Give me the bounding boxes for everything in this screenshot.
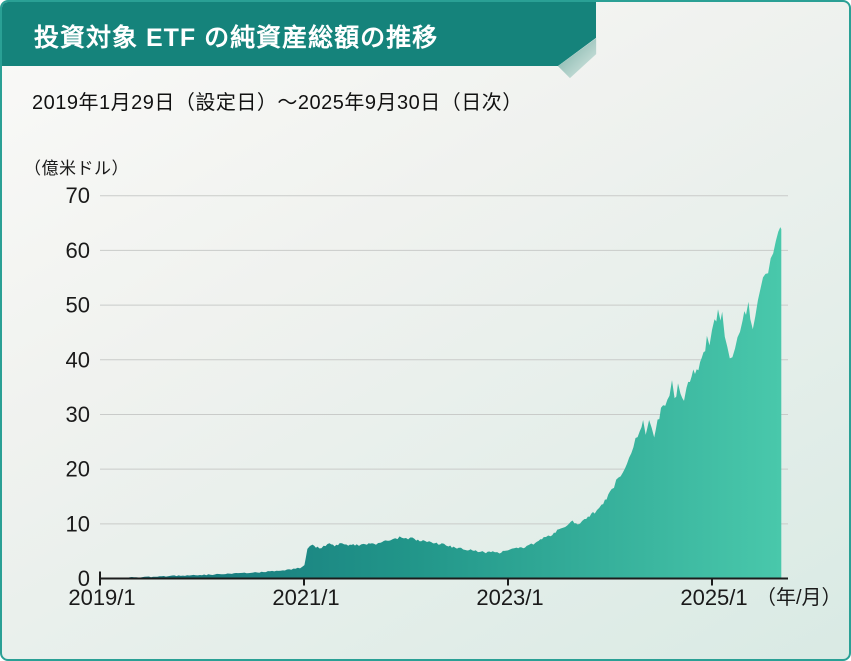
y-axis-unit-label: （億米ドル） [24,159,129,178]
y-tick-label: 20 [66,457,90,482]
x-tick-label: 2025/1 [680,585,747,610]
title-banner [2,2,596,66]
page-title: 投資対象 ETF の純資産総額の推移 [34,24,439,52]
x-axis-suffix-label: （年/月） [756,586,842,609]
y-tick-label: 40 [66,347,90,372]
x-tick-label: 2021/1 [272,585,339,610]
axes [99,571,788,586]
y-tick-label: 10 [66,511,90,536]
y-tick-label: 60 [66,238,90,263]
y-tick-label: 50 [66,293,90,318]
x-tick-label: 2023/1 [476,585,543,610]
y-tick-label: 30 [66,402,90,427]
x-tick-label: 2019/1 [68,585,135,610]
area-series [107,227,782,579]
chart-period-subtitle: 2019年1月29日（設定日）～2025年9月30日（日次） [32,92,523,114]
y-axis-tick-labels: 0 10 20 30 40 50 60 70 [66,183,90,591]
x-axis-tick-labels: 2019/1 2021/1 2023/1 2025/1 （年/月） [68,585,841,610]
y-tick-label: 0 [78,566,90,591]
y-tick-label: 70 [66,183,90,208]
